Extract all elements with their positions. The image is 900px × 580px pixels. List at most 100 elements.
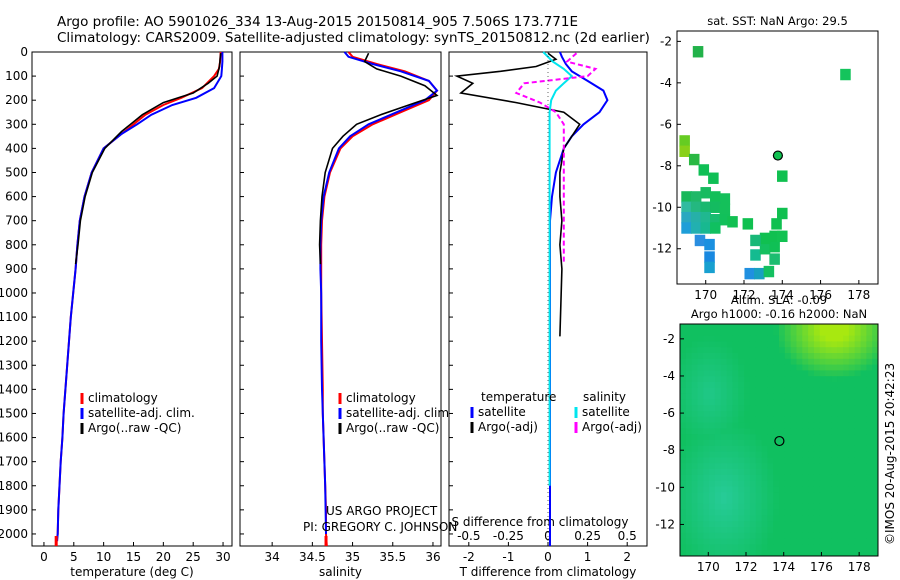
sla-cell: [732, 335, 739, 342]
sla-cell: [802, 411, 809, 418]
sla-cell: [732, 364, 739, 371]
sla-cell: [749, 387, 757, 394]
sla-cell: [790, 387, 797, 394]
sla-cell: [860, 445, 867, 452]
sst-cell: [710, 222, 721, 234]
sla-cell: [755, 382, 762, 389]
sla-cell: [860, 364, 867, 371]
sla-cell: [685, 509, 693, 516]
sla-cell: [761, 486, 768, 493]
sla-cell: [680, 457, 687, 464]
sla-cell: [720, 527, 727, 534]
sla-cell: [697, 341, 704, 348]
sla-cell: [732, 370, 739, 377]
sla-cell: [726, 457, 733, 464]
sla-cell: [709, 457, 716, 464]
sla-cell: [709, 341, 716, 348]
sla-cell: [837, 474, 844, 481]
sla-cell: [779, 353, 786, 360]
sla-cell: [848, 329, 856, 336]
sla-cell: [825, 457, 832, 464]
sla-cell: [703, 474, 710, 481]
sla-cell: [726, 480, 733, 487]
sla-cell: [703, 399, 710, 406]
sla-cell: [784, 411, 792, 418]
sla-cell: [709, 393, 716, 400]
sla-cell: [779, 498, 786, 505]
sla-cell: [784, 347, 792, 354]
sla-cell: [732, 544, 739, 551]
sla-cell: [767, 335, 774, 342]
sla-cell: [726, 341, 733, 348]
sla-cell: [767, 445, 774, 452]
sla-cell: [854, 521, 861, 528]
sla-cell: [779, 422, 786, 429]
sla-cell: [802, 324, 809, 331]
sla-cell: [837, 445, 844, 452]
sla-cell: [808, 329, 815, 336]
sla-cell: [802, 498, 809, 505]
x-tick-label: 34: [265, 550, 280, 564]
sla-cell: [854, 486, 861, 493]
sla-cell: [726, 364, 733, 371]
sla-cell: [732, 492, 739, 499]
sla-cell: [680, 341, 687, 348]
sla-cell: [714, 422, 722, 429]
sla-cell: [714, 329, 722, 336]
sla-cell: [802, 538, 809, 545]
sla-cell: [726, 329, 733, 336]
sla-cell: [790, 341, 797, 348]
sla-cell: [720, 393, 727, 400]
sla-cell: [796, 370, 803, 377]
sla-cell: [784, 376, 792, 383]
sla-cell: [773, 515, 780, 522]
sla-cell: [860, 324, 867, 331]
sla-cell: [825, 382, 832, 389]
sla-cell: [848, 550, 856, 557]
sla-cell: [738, 550, 745, 557]
sla-cell: [744, 382, 751, 389]
sla-cell: [837, 550, 844, 557]
sla-cell: [685, 503, 693, 510]
sst-cell: [708, 172, 719, 184]
sla-cell: [680, 434, 687, 441]
sla-cell: [773, 480, 780, 487]
sla-cell: [819, 503, 826, 510]
sst-cell: [704, 251, 715, 263]
sla-cell: [860, 434, 867, 441]
profile-location-marker: [774, 435, 785, 447]
sla-cell: [784, 515, 792, 522]
sla-cell: [831, 515, 838, 522]
sla-cell: [726, 509, 733, 516]
sla-cell: [726, 474, 733, 481]
y-tick-label: 0: [20, 45, 28, 59]
sla-cell: [843, 370, 850, 377]
sla-cell: [843, 440, 850, 447]
sla-cell: [732, 474, 739, 481]
sla-cell: [738, 399, 745, 406]
sla-cell: [755, 335, 762, 342]
sla-cell: [779, 324, 786, 331]
sla-cell: [691, 358, 698, 365]
sla-cell: [872, 341, 879, 348]
sla-cell: [726, 550, 733, 557]
sla-cell: [831, 550, 838, 557]
sla-cell: [802, 451, 809, 458]
sla-cell: [784, 358, 792, 365]
sla-cell: [825, 550, 832, 557]
sla-cell: [796, 509, 803, 516]
sla-cell: [825, 416, 832, 423]
sla-cell: [738, 503, 745, 510]
sla-cell: [714, 428, 722, 435]
sla-cell: [703, 544, 710, 551]
sla-cell: [837, 358, 844, 365]
sla-cell: [825, 347, 832, 354]
sla-cell: [761, 474, 768, 481]
sla-cell: [697, 521, 704, 528]
sla-cell: [709, 445, 716, 452]
sla-cell: [866, 480, 873, 487]
sla-cell: [680, 422, 687, 429]
series-argo-adj: [514, 52, 598, 265]
sla-cell: [854, 335, 861, 342]
sla-cell: [732, 509, 739, 516]
